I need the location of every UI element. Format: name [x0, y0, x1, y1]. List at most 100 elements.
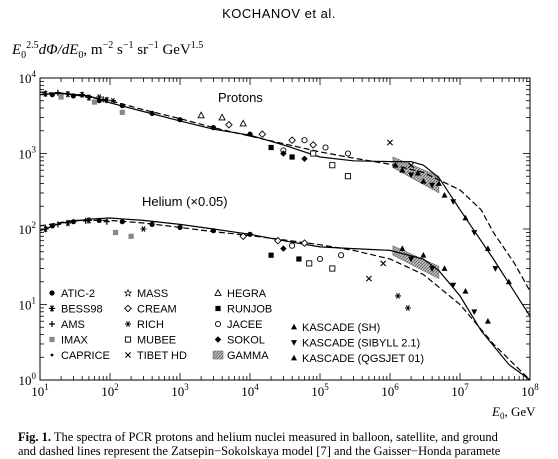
data-point-protons-star6 [85, 94, 93, 101]
data-point-protons-diamond-open [288, 136, 296, 145]
data-point-helium-diamond-open [239, 232, 248, 241]
data-point-protons-square-open [344, 173, 351, 180]
legend-marker-hatched-box [212, 350, 224, 360]
legend-marker-square-filled [215, 305, 221, 312]
legend-marker-triangle-up [291, 323, 297, 330]
x-tick-label: 107 [451, 382, 469, 399]
data-point-helium-plus [54, 221, 61, 228]
x-tick-label: 108 [521, 382, 539, 399]
legend-label: KASCADE (SH) [302, 322, 380, 334]
legend-label: MASS [137, 288, 168, 300]
annotation-helium: Helium (×0.05) [142, 194, 228, 209]
data-point-helium-plus [103, 218, 110, 225]
data-point-protons-triangle-up-filled [399, 167, 406, 173]
y-tick-label: 100 [19, 371, 37, 388]
data-point-helium-dot [119, 219, 125, 225]
data-point-protons-asterisk [79, 91, 86, 98]
legend-label: IMAX [61, 335, 89, 347]
model-line-helium-solid [39, 217, 531, 381]
data-point-protons-triangle-down [429, 182, 436, 189]
legend-label: CREAM [137, 304, 177, 316]
data-point-helium-star6 [42, 225, 49, 233]
data-point-protons-triangle-up [392, 162, 399, 168]
legend-label: GAMMA [227, 350, 269, 362]
data-point-protons-cross [408, 162, 415, 169]
legend-label: RICH [137, 319, 164, 331]
data-point-helium-square-gray [112, 229, 119, 236]
data-point-helium-triangle-down [471, 309, 478, 315]
legend-marker-cross [125, 352, 131, 358]
data-point-helium-circle-open [316, 255, 324, 263]
model-line-protons-dashed [39, 91, 531, 292]
legend-marker-circle-open [214, 320, 222, 328]
legend-marker-plus [49, 321, 55, 327]
data-point-protons-star6 [103, 96, 111, 104]
data-point-helium-star6 [85, 217, 93, 224]
ylabel-unit-m-exp: −2 [102, 40, 114, 51]
figure-caption: Fig. 1. The spectra of PCR protons and h… [18, 430, 558, 458]
data-point-helium-dot [210, 228, 216, 234]
legend-marker-triangle-up-filled [291, 354, 297, 361]
data-point-helium-diamond-open [300, 239, 309, 247]
data-point-protons-triangle-open [239, 119, 247, 127]
data-point-helium-triangle-down [408, 256, 415, 263]
data-point-protons-plus [100, 96, 107, 103]
data-point-helium-square-filled [268, 252, 274, 258]
data-point-helium-triangle-up-filled [420, 252, 427, 258]
data-point-helium-star6 [64, 219, 72, 227]
x-tick-label: 104 [241, 382, 259, 399]
y-axis-label: E02.5dΦ/dE0, m−2 s−1 sr−1 GeV1.5 [12, 40, 203, 61]
model-line-helium-dashed [39, 219, 531, 381]
data-point-protons-diamond-open [225, 120, 233, 129]
data-point-protons-triangle-down [492, 266, 499, 272]
plot-frame [39, 77, 531, 381]
data-point-protons-asterisk [96, 94, 103, 100]
data-point-protons-triangle-down [408, 172, 415, 179]
data-point-helium-cross [365, 275, 372, 282]
data-point-protons-triangle-up [414, 169, 421, 176]
ylabel-unit-s-exp: −1 [122, 40, 134, 51]
data-point-helium-dot [177, 224, 183, 230]
ylabel-unit-sr-exp: −1 [148, 40, 159, 51]
data-point-protons-triangle-open [218, 113, 226, 121]
data-point-helium-asterisk [395, 293, 401, 299]
ylabel-sub0: 0 [21, 50, 27, 61]
data-point-protons-square-open [329, 162, 336, 169]
y-tick-label: 104 [19, 69, 37, 86]
legend-marker-triangle-open [214, 288, 222, 296]
legend-marker-square-open [124, 336, 132, 343]
data-point-protons-diamond-open [258, 130, 267, 139]
legend-label: JACEE [227, 319, 262, 331]
y-tick-label: 101 [19, 296, 37, 313]
data-point-protons-diamond-filled [301, 155, 308, 162]
data-point-protons-square-gray [91, 99, 98, 105]
data-point-protons-square-filled [268, 144, 274, 151]
data-point-helium-dot [49, 223, 55, 229]
data-point-helium-triangle-down [429, 266, 436, 272]
data-point-helium-circle-open [289, 242, 296, 249]
data-point-helium-diamond-open [274, 236, 282, 245]
data-point-helium-circle-open [338, 252, 345, 259]
legend-marker-square-gray [49, 336, 55, 343]
data-point-protons-star6 [64, 90, 72, 98]
legend-label: AMS [61, 319, 85, 331]
legend-marker-small-dot [50, 353, 54, 357]
data-point-protons-triangle-up [435, 180, 442, 186]
data-point-helium-triangle-up-filled [484, 318, 491, 324]
data-point-helium-triangle-up-filled [462, 288, 469, 294]
data-point-protons-asterisk [109, 97, 116, 104]
data-point-protons-dot [149, 110, 155, 116]
legend-label: RUNJOB [227, 304, 272, 316]
data-point-protons-square-gray [119, 109, 125, 115]
data-point-protons-square-gray [58, 94, 64, 100]
ylabel-e: E [12, 42, 22, 58]
data-point-helium-asterisk [404, 305, 411, 311]
legend-marker-star6 [48, 305, 56, 312]
data-point-protons-dot [119, 103, 125, 109]
data-point-protons-circle-open [301, 137, 308, 144]
legend-label: HEGRA [227, 288, 267, 300]
model-line-protons-solid [39, 92, 531, 317]
ylabel-unit-gev-exp: 1.5 [190, 40, 204, 51]
legend-label: SOKOL [227, 335, 265, 347]
ylabel-unit-sr: sr [133, 42, 149, 58]
